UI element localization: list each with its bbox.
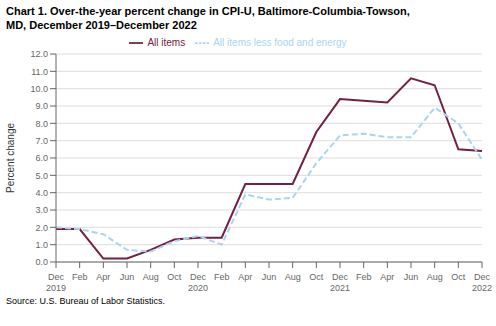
- svg-text:11.0: 11.0: [31, 67, 48, 77]
- svg-text:Percent change: Percent change: [8, 123, 16, 193]
- svg-text:12.0: 12.0: [30, 49, 48, 59]
- svg-text:Apr: Apr: [380, 272, 394, 282]
- svg-text:9.0: 9.0: [35, 101, 48, 111]
- svg-text:Jun: Jun: [120, 272, 135, 282]
- html-text:All items: All items: [147, 36, 186, 48]
- html-text:Chart 1. Over-the-year percent: Chart 1. Over-the-year percent change in…: [6, 5, 410, 17]
- svg-text:Aug: Aug: [427, 272, 443, 282]
- svg-text:Oct: Oct: [451, 272, 466, 282]
- svg-text:Dec2019: Dec2019: [46, 272, 66, 293]
- svg-text:Oct: Oct: [167, 272, 182, 282]
- html-text:All items less food and energy: All items less food and energy: [213, 36, 347, 48]
- svg-text:Dec2021: Dec2021: [330, 272, 350, 293]
- html-text:MD, December 2019–December 202: MD, December 2019–December 2022: [6, 19, 197, 31]
- svg-text:5.0: 5.0: [35, 171, 48, 181]
- svg-text:Feb: Feb: [72, 272, 88, 282]
- svg-text:7.0: 7.0: [35, 136, 48, 146]
- svg-text:8.0: 8.0: [35, 119, 48, 129]
- svg-text:3.0: 3.0: [35, 205, 48, 215]
- svg-text:Apr: Apr: [96, 272, 110, 282]
- svg-text:4.0: 4.0: [35, 188, 48, 198]
- svg-text:2.0: 2.0: [35, 223, 48, 233]
- svg-text:6.0: 6.0: [35, 153, 48, 163]
- svg-text:Feb: Feb: [356, 272, 372, 282]
- svg-text:Oct: Oct: [309, 272, 324, 282]
- svg-text:Feb: Feb: [214, 272, 230, 282]
- svg-text:Jun: Jun: [404, 272, 419, 282]
- svg-text:Aug: Aug: [285, 272, 301, 282]
- svg-text:Dec2020: Dec2020: [188, 272, 208, 293]
- svg-text:0.0: 0.0: [35, 257, 48, 267]
- svg-text:10.0: 10.0: [30, 84, 48, 94]
- svg-text:Dec2022: Dec2022: [472, 272, 488, 293]
- svg-text:1.0: 1.0: [35, 240, 48, 250]
- html-text:Source: U.S. Bureau of Labor S: Source: U.S. Bureau of Labor Statistics.: [6, 296, 166, 306]
- svg-text:Aug: Aug: [143, 272, 159, 282]
- svg-text:Apr: Apr: [238, 272, 252, 282]
- svg-text:Jun: Jun: [262, 272, 277, 282]
